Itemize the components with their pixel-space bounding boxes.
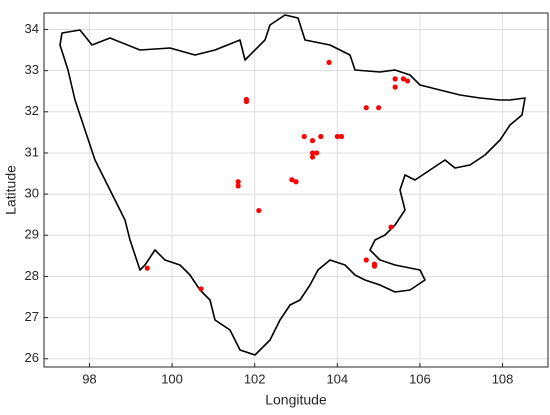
x-tick-label: 106 — [409, 371, 431, 386]
point — [243, 98, 250, 105]
point — [376, 105, 382, 111]
point — [392, 76, 398, 82]
plot-area — [44, 13, 548, 367]
y-tick-label: 28 — [25, 268, 39, 283]
x-tick-label: 100 — [161, 371, 183, 386]
points — [144, 59, 411, 292]
y-tick-label: 29 — [25, 227, 39, 242]
x-tick-label: 108 — [492, 371, 514, 386]
point — [400, 76, 407, 82]
axes-box — [43, 12, 549, 368]
y-tick-label: 27 — [25, 309, 39, 324]
y-tick-label: 30 — [25, 186, 39, 201]
point — [392, 84, 398, 90]
point — [318, 133, 324, 140]
y-tick-label: 33 — [25, 62, 39, 77]
y-tick-label: 34 — [25, 21, 39, 36]
y-tick-label: 26 — [25, 350, 39, 365]
point — [363, 105, 369, 111]
point — [388, 224, 394, 230]
grid — [44, 13, 548, 367]
point — [404, 78, 411, 84]
point — [235, 179, 241, 185]
point — [144, 265, 150, 271]
point — [198, 286, 204, 292]
point — [309, 154, 316, 160]
y-tick-label: 32 — [25, 103, 39, 118]
point — [334, 133, 340, 140]
point — [289, 177, 295, 183]
point — [314, 150, 320, 156]
x-axis-label: Longitude — [265, 392, 327, 408]
point — [309, 150, 316, 156]
point — [235, 183, 241, 189]
point — [301, 133, 307, 140]
y-axis-label: Latitude — [3, 165, 19, 215]
point — [363, 257, 369, 263]
point — [309, 138, 316, 144]
x-tick-label: 104 — [326, 371, 348, 386]
point — [256, 207, 262, 214]
point — [326, 59, 332, 65]
region-outline — [59, 14, 526, 356]
x-tick-label: 102 — [244, 371, 266, 386]
y-tick-label: 31 — [25, 144, 39, 159]
point — [371, 263, 378, 269]
x-tick-label: 98 — [82, 371, 96, 386]
point — [293, 179, 299, 185]
point — [338, 133, 345, 140]
